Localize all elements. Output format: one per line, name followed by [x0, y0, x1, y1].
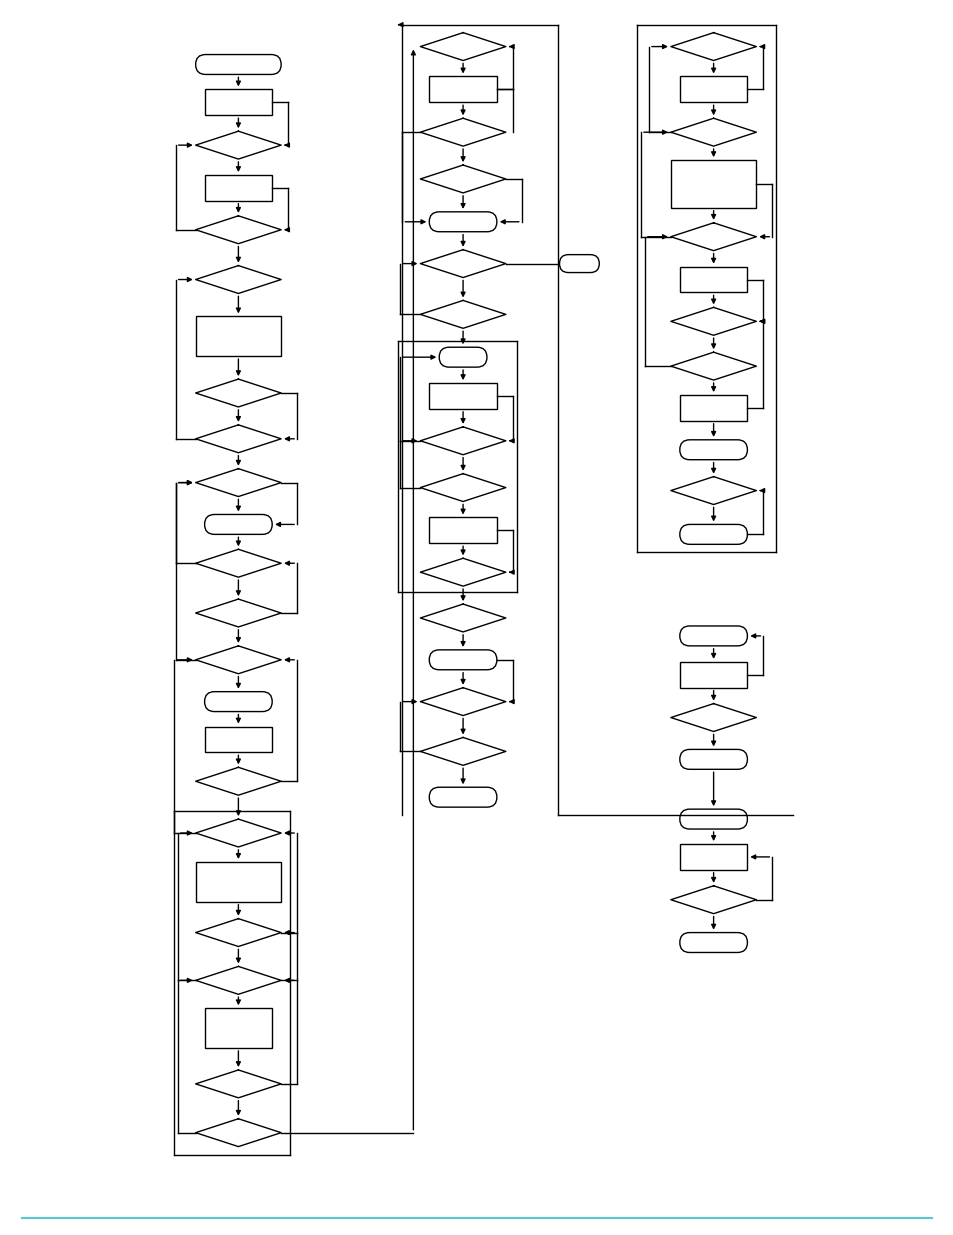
Bar	[679, 267, 746, 293]
Bar	[204, 1008, 272, 1049]
Bar	[429, 517, 497, 543]
Bar	[679, 844, 746, 869]
Bar	[679, 77, 746, 103]
Bar	[429, 383, 497, 409]
Bar	[679, 395, 746, 421]
Bar	[670, 161, 756, 207]
Bar	[204, 175, 272, 201]
Bar	[195, 862, 281, 902]
Bar	[429, 77, 497, 103]
Bar	[204, 89, 272, 115]
Bar	[195, 316, 281, 356]
Bar	[679, 662, 746, 688]
Bar	[204, 726, 272, 752]
